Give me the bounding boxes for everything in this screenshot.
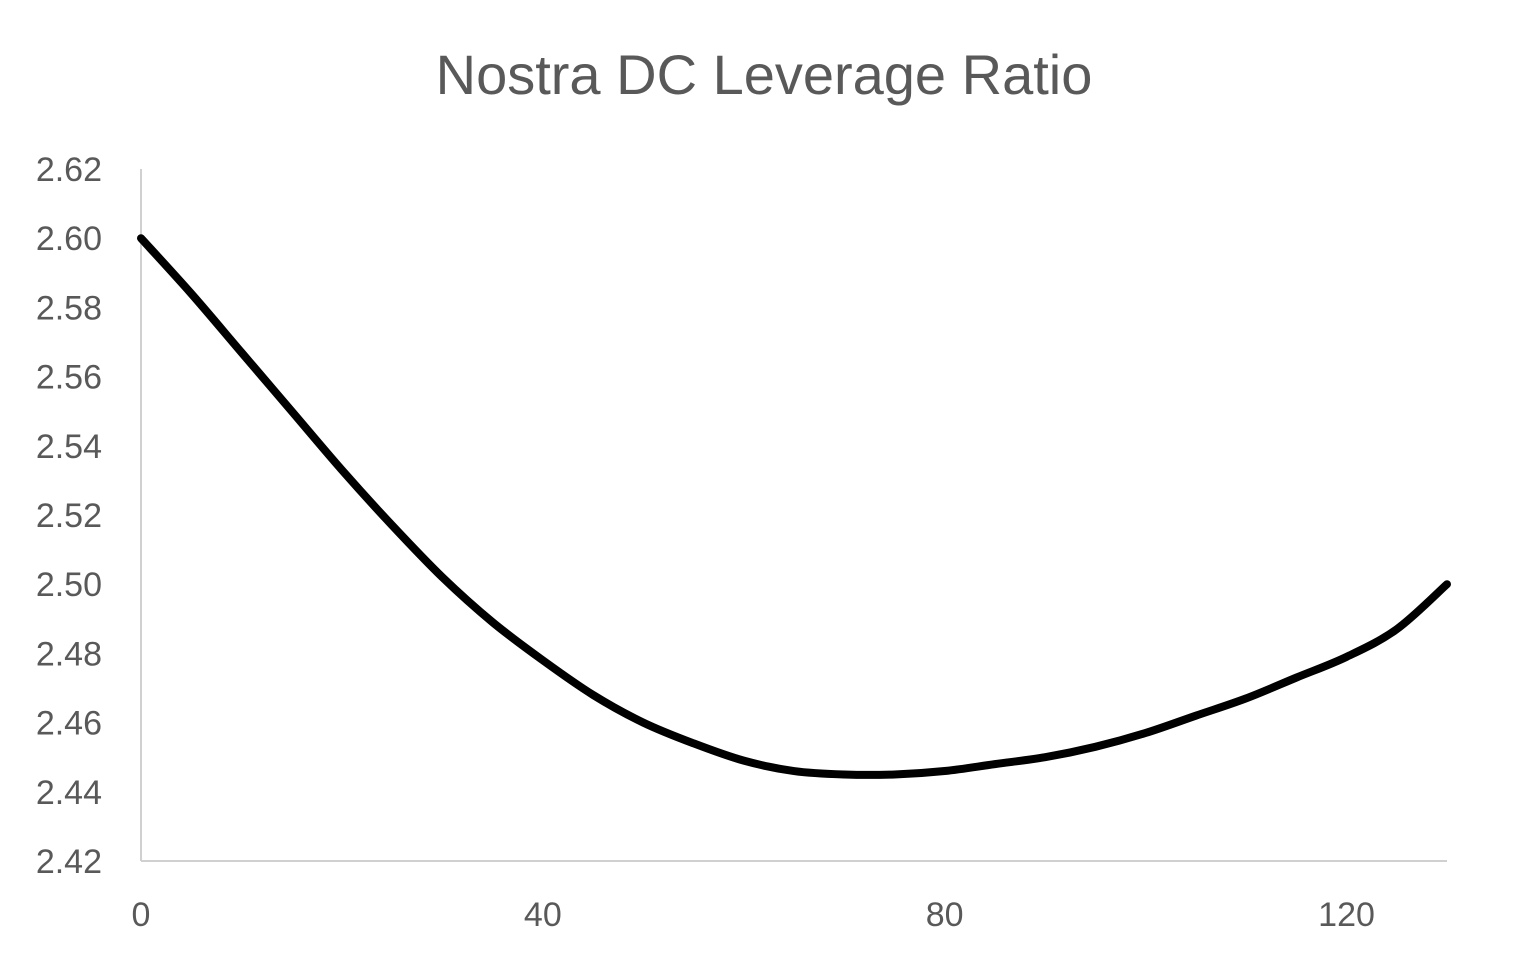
x-tick-label: 0 [132,896,151,934]
y-tick-label: 2.56 [36,359,102,397]
y-tick-label: 2.50 [36,566,102,604]
y-tick-label: 2.62 [36,151,102,189]
y-axis-tick-labels: 2.42 2.44 2.46 2.48 2.50 2.52 2.54 2.56 2.58 2.60… [36,151,102,881]
y-tick-label: 2.46 [36,705,102,743]
series-line [137,234,1451,779]
y-tick-label: 2.54 [36,428,102,466]
x-tick-label: 80 [926,896,964,934]
x-tick-label: 120 [1318,896,1375,934]
chart-title: Nostra DC Leverage Ratio [436,43,1093,106]
y-tick-label: 2.44 [36,774,102,812]
x-axis-tick-labels: 0 40 80 120 [132,896,1375,934]
x-tick-label: 40 [524,896,562,934]
y-tick-label: 2.52 [36,497,102,535]
y-tick-label: 2.60 [36,220,102,258]
y-tick-label: 2.58 [36,289,102,327]
y-tick-label: 2.48 [36,635,102,673]
series-layer [137,234,1451,779]
y-tick-label: 2.42 [36,843,102,881]
